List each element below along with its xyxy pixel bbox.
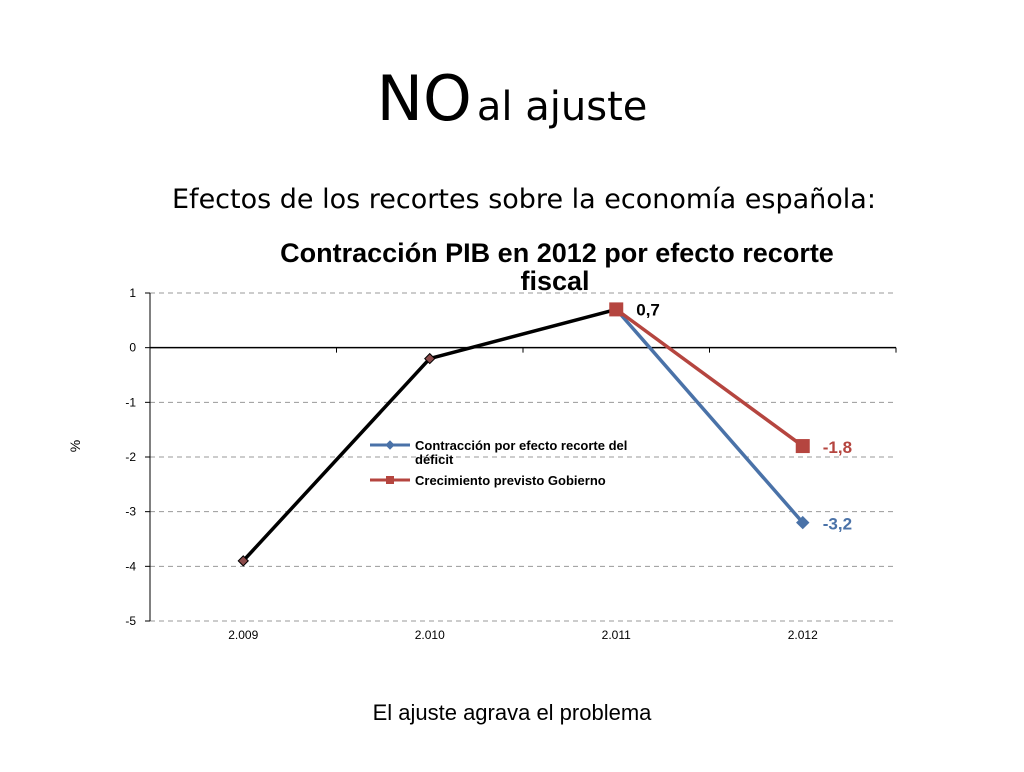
y-tick-label: -4 <box>125 559 136 573</box>
x-tick-label: 2.009 <box>228 628 258 642</box>
data-label: -3,2 <box>823 515 852 534</box>
legend-label: Contracción por efecto recorte del <box>415 438 627 453</box>
x-tick-label: 2.011 <box>602 628 631 642</box>
legend-label: Crecimiento previsto Gobierno <box>415 473 606 488</box>
data-point-diamond <box>796 515 810 530</box>
y-axis-label: % <box>67 440 83 452</box>
data-label: 0,7 <box>636 300 660 319</box>
slide-subtitle: Efectos de los recortes sobre la economí… <box>172 184 876 215</box>
data-point-square <box>795 439 810 454</box>
data-point-square <box>386 476 394 484</box>
y-tick-label: -5 <box>125 614 136 628</box>
y-tick-label: -1 <box>125 395 136 409</box>
data-point-diamond <box>237 555 249 567</box>
data-point-square <box>609 302 624 317</box>
slide-title-main: NO <box>376 62 472 135</box>
y-tick-label: 1 <box>129 286 136 300</box>
legend-label-cont: déficit <box>415 452 454 467</box>
series-line <box>614 308 805 524</box>
series-line <box>615 307 804 448</box>
x-tick-label: 2.010 <box>415 628 445 642</box>
chart-title-line1: Contracción PIB en 2012 por efecto recor… <box>280 238 834 268</box>
y-tick-label: -3 <box>125 505 136 519</box>
slide-title: NO al ajuste <box>0 62 1024 135</box>
y-tick-label: -2 <box>125 450 136 464</box>
data-point-diamond <box>424 352 436 365</box>
data-point-diamond <box>385 440 395 450</box>
data-label: -1,8 <box>823 438 852 457</box>
slide-title-rest: al ajuste <box>476 84 648 130</box>
chart-title-line2: fiscal <box>520 266 589 296</box>
slide-footer: El ajuste agrava el problema <box>372 700 652 725</box>
x-tick-label: 2.012 <box>788 628 818 642</box>
y-tick-label: 0 <box>129 341 136 355</box>
